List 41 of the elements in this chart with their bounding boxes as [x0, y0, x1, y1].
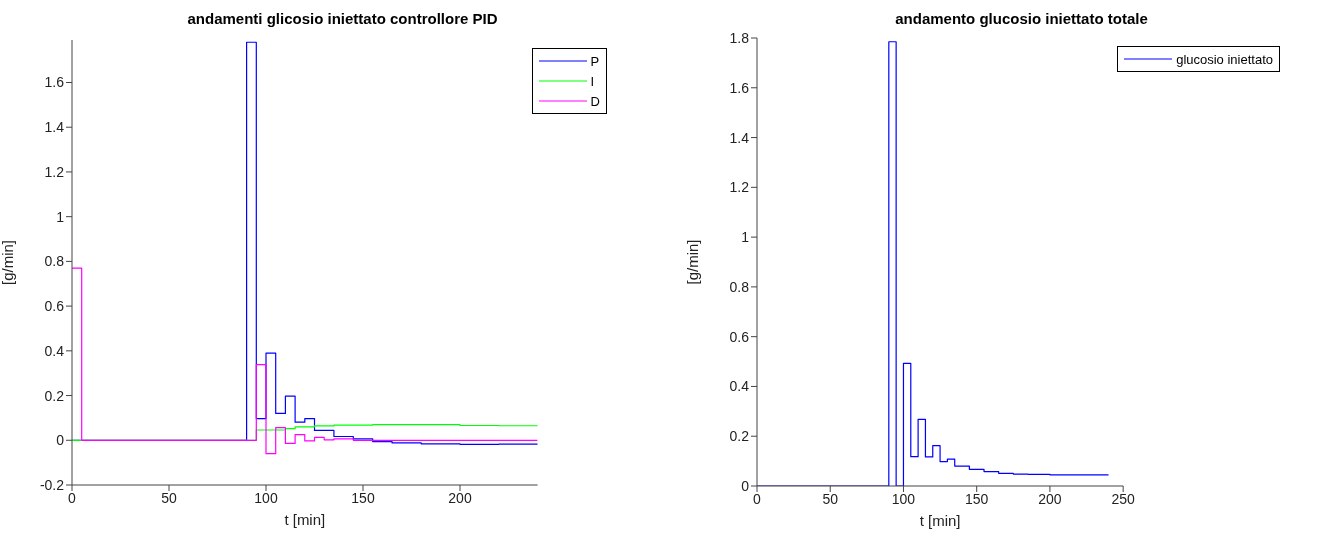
x-tick-label: 200 — [1038, 490, 1062, 507]
y-tick-label: 0.8 — [729, 278, 750, 295]
y-tick-label: 1 — [56, 208, 65, 225]
y-tick-label: 1.8 — [729, 29, 750, 46]
y-tick-label: -0.2 — [39, 476, 65, 493]
y-tick-label: 1.6 — [44, 74, 65, 91]
y-axis-title: [g/min] — [684, 239, 702, 285]
legend-label: I — [590, 73, 595, 89]
y-tick-label: 0.6 — [44, 298, 65, 315]
x-tick-label: 50 — [161, 489, 177, 506]
legend-label: P — [590, 53, 600, 69]
y-tick-label: 0.2 — [729, 428, 750, 445]
legend-label: D — [590, 93, 600, 109]
x-tick-label: 0 — [753, 490, 762, 507]
x-tick-label: 0 — [68, 489, 77, 506]
y-tick-label: 0.6 — [729, 328, 750, 345]
y-tick-label: 1 — [741, 229, 750, 246]
y-tick-label: 0.4 — [44, 342, 65, 359]
y-tick-label: 1.4 — [44, 119, 65, 136]
chart-title: andamenti glicosio iniettato controllore PID — [186, 10, 499, 27]
y-tick-label: 0.2 — [44, 387, 65, 404]
x-tick-label: 50 — [822, 490, 839, 507]
y-axis-title: [g/min] — [0, 239, 17, 286]
x-tick-label: 100 — [891, 490, 916, 507]
y-tick-label: 0.8 — [44, 253, 65, 270]
x-axis-title: t [min] — [284, 511, 326, 528]
x-tick-label: 100 — [254, 489, 278, 506]
y-tick-label: 0 — [741, 477, 750, 494]
y-tick-label: 1.2 — [44, 163, 65, 180]
legend-label: glucosio iniettato — [1176, 51, 1273, 67]
x-tick-label: 200 — [448, 489, 472, 506]
chart-title: andamento glucosio iniettato totale — [894, 10, 1149, 27]
x-axis-title: t [min] — [919, 512, 961, 529]
y-tick-label: 1.2 — [729, 179, 750, 196]
y-tick-label: 0 — [56, 432, 65, 449]
x-tick-label: 150 — [965, 490, 989, 507]
y-tick-label: 0.4 — [729, 378, 750, 395]
y-tick-label: 1.6 — [729, 79, 750, 96]
x-tick-label: 150 — [351, 489, 375, 506]
y-tick-label: 1.4 — [729, 129, 750, 146]
x-tick-label: 250 — [1111, 490, 1136, 507]
